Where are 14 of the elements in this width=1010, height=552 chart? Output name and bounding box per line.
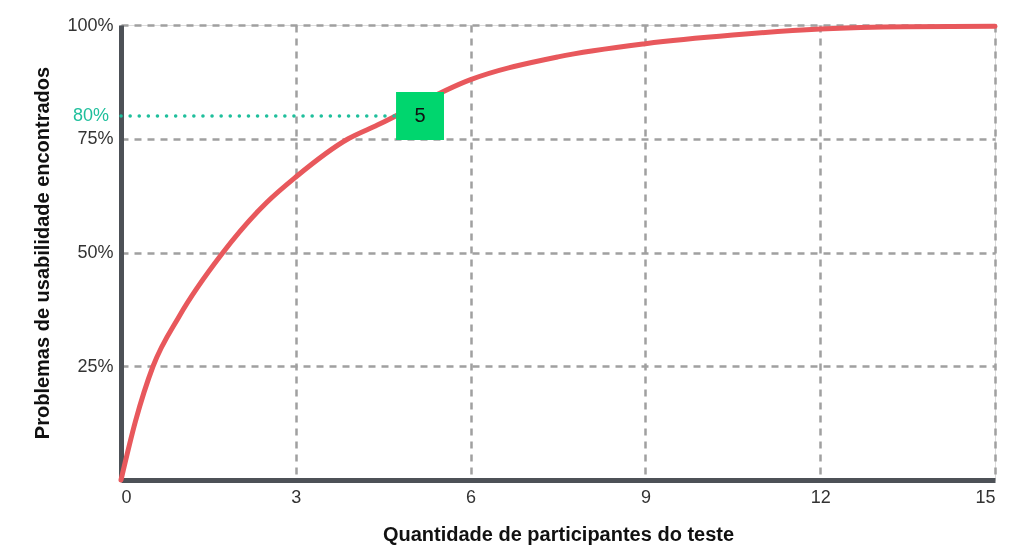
y-tick-label: 100%	[67, 14, 114, 35]
x-tick-label: 6	[466, 486, 477, 507]
y-axis-title: Problemas de usabilidade encontrados	[31, 66, 54, 440]
y-tick-label: 75%	[77, 128, 114, 149]
x-axis-title: Quantidade de participantes do teste	[382, 522, 735, 545]
x-tick-label: 15	[975, 486, 996, 507]
ref-line-label: 80%	[72, 105, 109, 125]
x-tick-label: 12	[810, 486, 831, 507]
annotation: 5	[414, 104, 426, 126]
x-tick-label: 3	[291, 486, 302, 507]
y-tick-label: 50%	[77, 242, 114, 262]
x-tick-label: 9	[640, 486, 651, 507]
x-tick-label: 0	[121, 486, 132, 507]
y-tick-label: 25%	[77, 355, 114, 376]
